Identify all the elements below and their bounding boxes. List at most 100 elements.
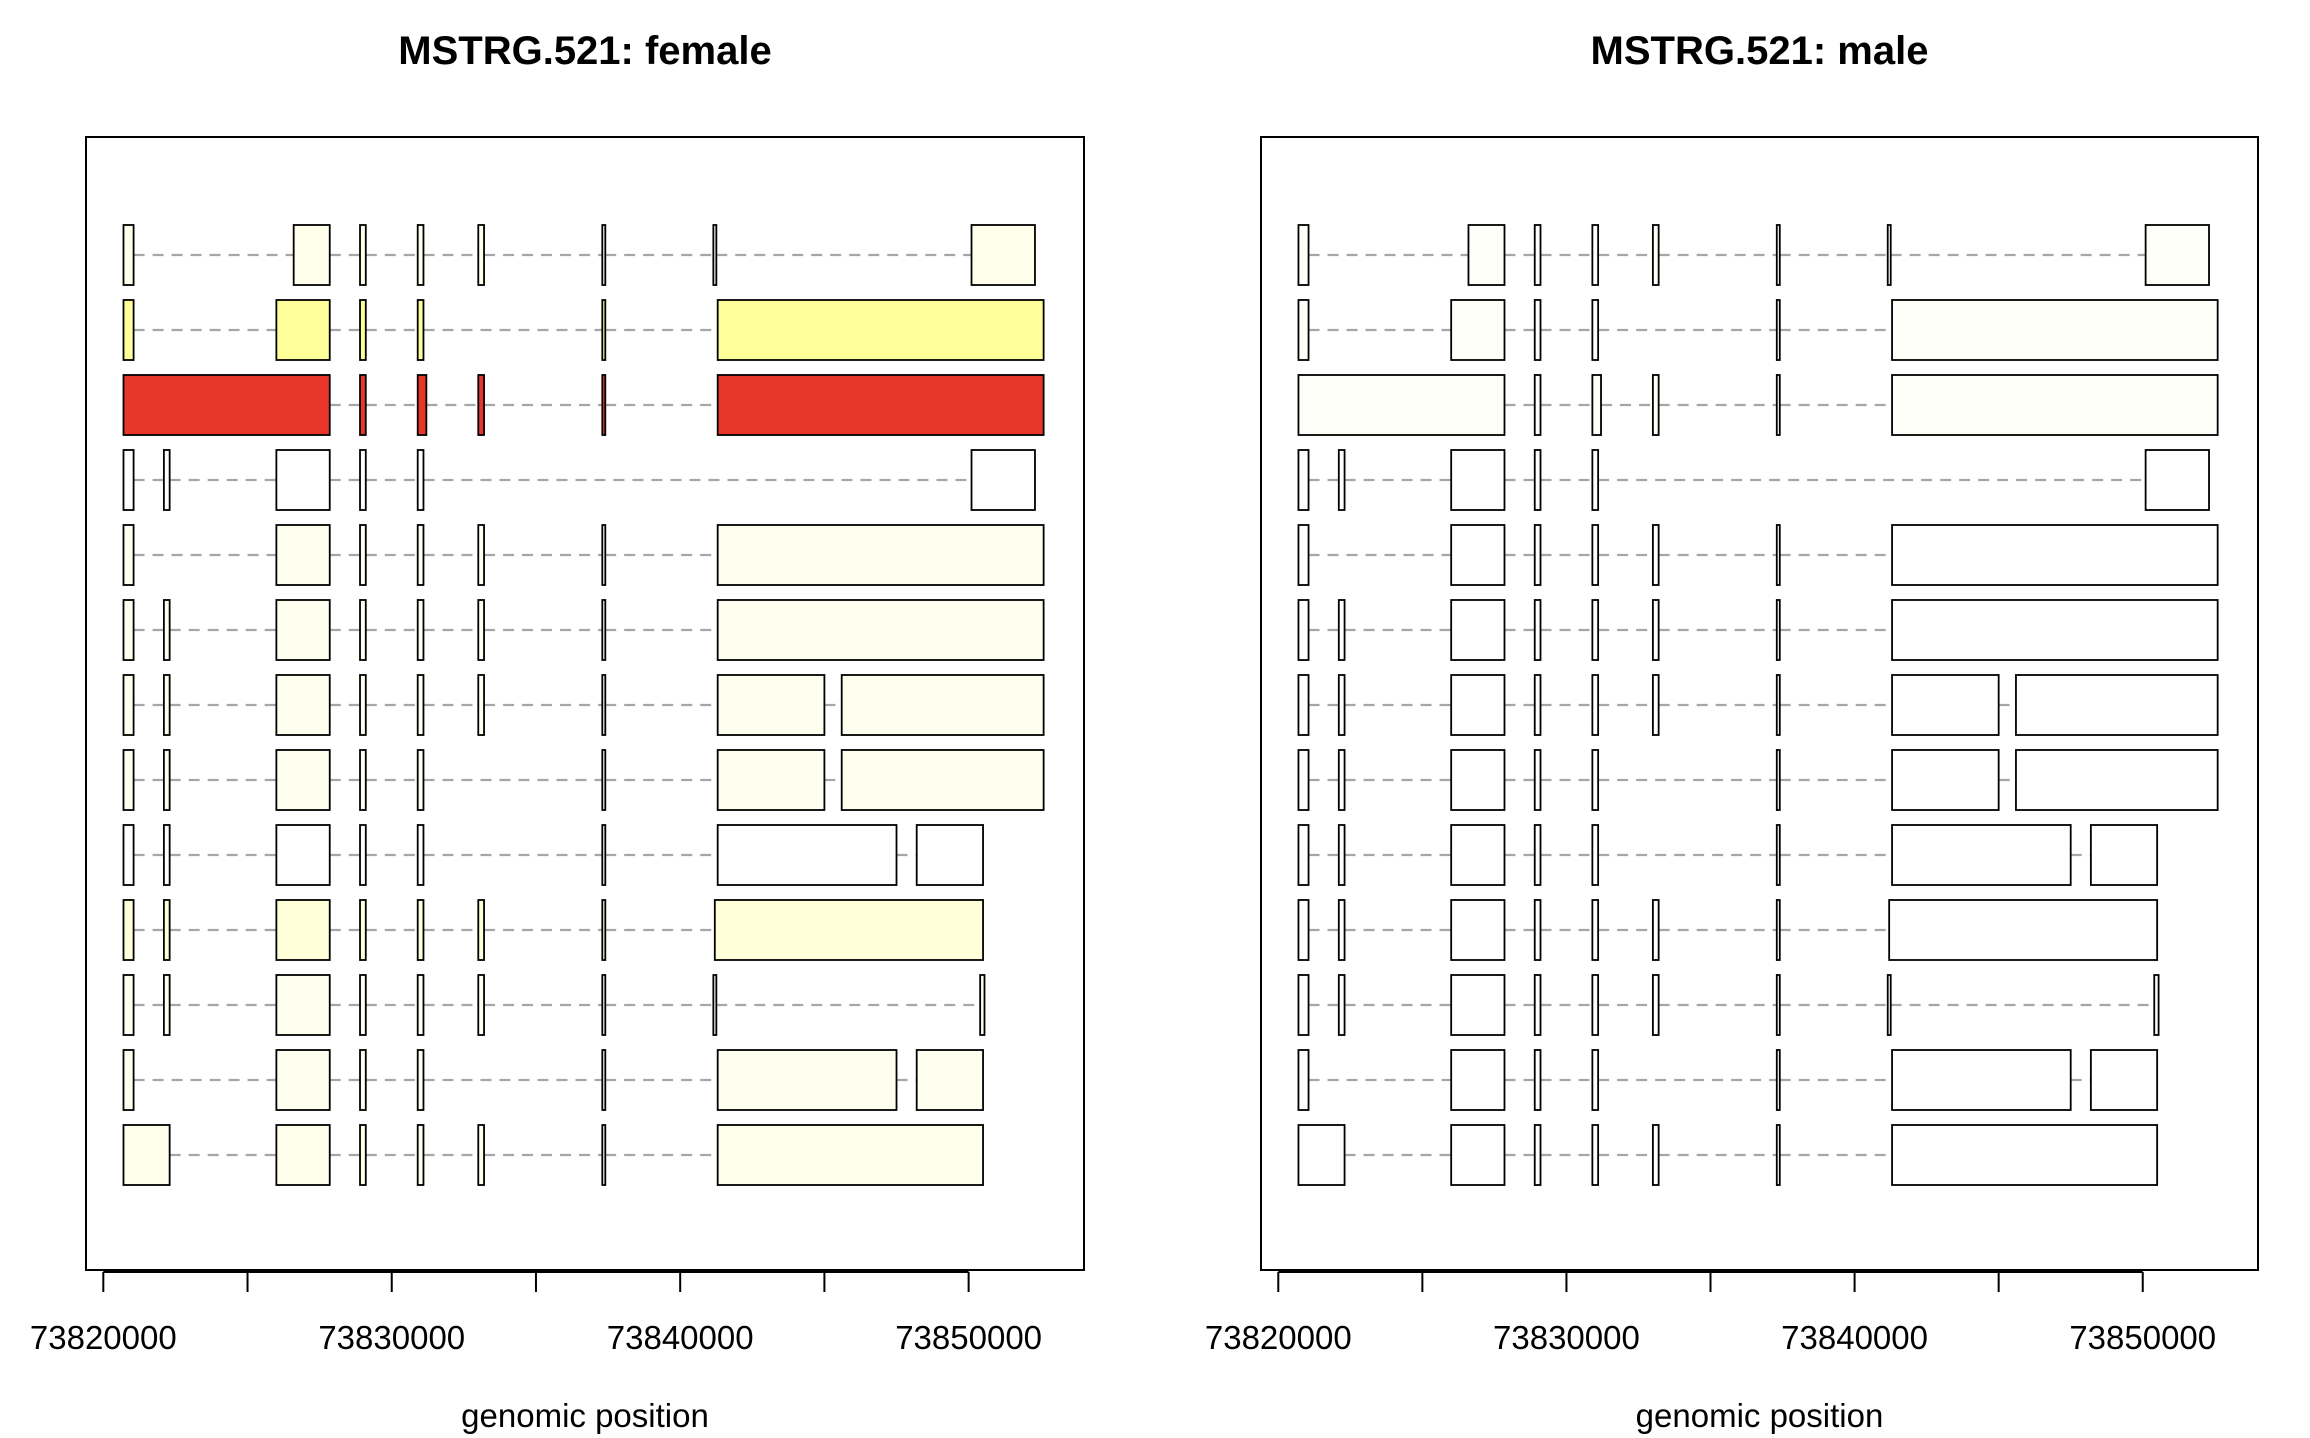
exon-box [1297, 749, 1310, 811]
exon-box [716, 374, 1045, 436]
exon-box [292, 224, 331, 286]
exon-box [601, 524, 607, 586]
exon-box [122, 899, 135, 961]
exon-box [1775, 899, 1781, 961]
exon-box [1533, 974, 1542, 1036]
exon-box [416, 749, 425, 811]
exon-box [477, 374, 485, 436]
transcript-row [122, 824, 984, 886]
exon-box [1297, 674, 1310, 736]
exon-box [359, 524, 367, 586]
exon-box [716, 1049, 898, 1111]
exon-box [601, 599, 607, 661]
exon-box [162, 599, 171, 661]
exon-box [1337, 974, 1346, 1036]
exon-box [1337, 449, 1346, 511]
transcript-row [1297, 449, 2210, 511]
exon-box [601, 299, 607, 361]
exon-box [416, 1049, 425, 1111]
transcript-row [1297, 524, 2219, 586]
exon-box [1651, 374, 1660, 436]
exon-box [716, 1124, 984, 1186]
exon-box [122, 749, 135, 811]
transcript-row [122, 224, 1036, 286]
exon-box [1533, 824, 1542, 886]
exon-box [359, 974, 367, 1036]
exon-box [1591, 899, 1600, 961]
plot-frame [85, 136, 1085, 1271]
exon-box [359, 674, 367, 736]
exon-box [275, 899, 331, 961]
transcript-row [122, 374, 1045, 436]
exon-box [1297, 899, 1310, 961]
exon-box [359, 374, 367, 436]
transcript-row [1297, 899, 2159, 961]
exon-box [601, 224, 607, 286]
exon-box [1775, 749, 1781, 811]
transcript-row [1297, 824, 2159, 886]
panel-female: MSTRG.521: female 73820000 73830000 7384000… [30, 29, 1085, 1434]
exon-box [915, 1049, 984, 1111]
transcript-row [122, 1124, 984, 1186]
exon-box [162, 449, 171, 511]
exon-box [979, 974, 986, 1036]
exon-box [1297, 599, 1310, 661]
x-tick-label: 73820000 [1205, 1319, 1352, 1356]
exon-box [1775, 524, 1781, 586]
exon-box [122, 824, 135, 886]
exon-box [1891, 299, 2219, 361]
transcript-row [122, 749, 1045, 811]
exon-box [122, 1049, 135, 1111]
transcript-row [1297, 374, 2219, 436]
exon-box [1297, 374, 1506, 436]
exon-box [1297, 299, 1310, 361]
exon-box [275, 1124, 331, 1186]
exon-box [162, 899, 171, 961]
exon-box [601, 749, 607, 811]
transcript-row [122, 899, 984, 961]
exon-box [716, 599, 1045, 661]
exon-box [416, 224, 425, 286]
exon-box [1591, 299, 1600, 361]
transcript-row [1297, 1049, 2159, 1111]
transcript-row [1297, 749, 2219, 811]
exon-box [275, 299, 331, 361]
exon-box [477, 224, 485, 286]
exon-box [1591, 599, 1600, 661]
exon-box [122, 299, 135, 361]
exon-box [1775, 674, 1781, 736]
exon-box [1891, 674, 2000, 736]
exon-box [1533, 599, 1542, 661]
exon-box [1591, 449, 1600, 511]
exon-box [1651, 974, 1660, 1036]
exon-box [1450, 524, 1506, 586]
exon-box [359, 1049, 367, 1111]
exon-box [1891, 749, 2000, 811]
exon-box [162, 674, 171, 736]
exon-box [601, 974, 607, 1036]
exon-box [1591, 974, 1600, 1036]
exon-box [416, 374, 428, 436]
exon-box [1450, 824, 1506, 886]
exon-box [716, 674, 826, 736]
exon-box [1891, 1124, 2159, 1186]
x-tick-label: 73840000 [1781, 1319, 1928, 1356]
exon-box [275, 974, 331, 1036]
exon-box [275, 524, 331, 586]
exon-box [1337, 824, 1346, 886]
exon-box [2153, 974, 2160, 1036]
exon-box [1651, 674, 1660, 736]
exon-box [2015, 749, 2219, 811]
exon-box [477, 974, 485, 1036]
exon-box [1337, 674, 1346, 736]
exon-box [1450, 899, 1506, 961]
transcript-row [1297, 674, 2219, 736]
exon-box [1891, 824, 2072, 886]
exon-box [1651, 224, 1660, 286]
exon-box [1591, 224, 1600, 286]
transcript-row [122, 449, 1036, 511]
exon-box [1337, 899, 1346, 961]
exon-box [416, 599, 425, 661]
exon-box [712, 974, 718, 1036]
exon-box [359, 824, 367, 886]
